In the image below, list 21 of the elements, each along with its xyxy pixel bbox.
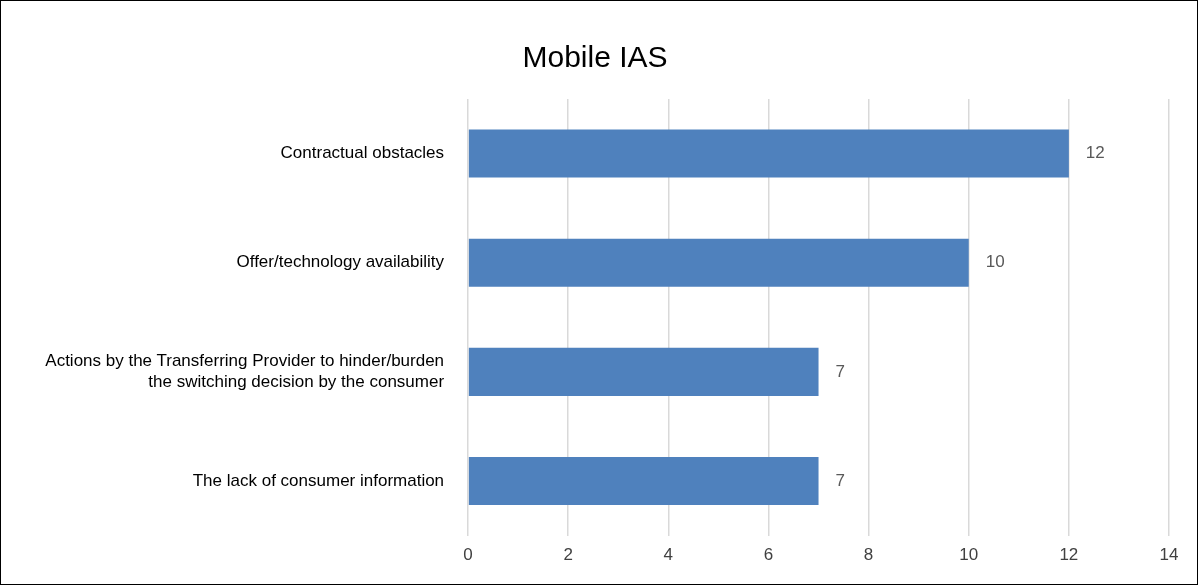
bar [468,238,969,287]
x-tick-label: 6 [763,545,774,565]
x-tick-label: 2 [563,545,573,565]
y-tick-label: Offer/technology availability [236,252,445,272]
y-tick-label: Actions by the Transferring Provider to hinder/burden the switching decision by the consumer [45,351,445,391]
x-tick-label: 10 [959,545,979,565]
data-label: 7 [835,361,846,381]
x-tick-label: 4 [663,545,674,565]
data-label: 10 [985,252,1005,272]
chart-title: Mobile IAS [522,40,668,74]
bar [468,129,1069,178]
bar [468,457,819,506]
x-tick-label: 0 [463,545,473,565]
x-tick-label: 14 [1159,545,1179,565]
data-label: 12 [1085,143,1105,163]
data-label: 7 [835,470,846,490]
x-tick-label: 8 [863,545,874,565]
bar [468,347,819,396]
x-tick-label: 12 [1059,545,1079,565]
y-tick-label: Contractual obstacles [280,143,445,163]
y-tick-label: The lack of consumer information [192,470,445,490]
